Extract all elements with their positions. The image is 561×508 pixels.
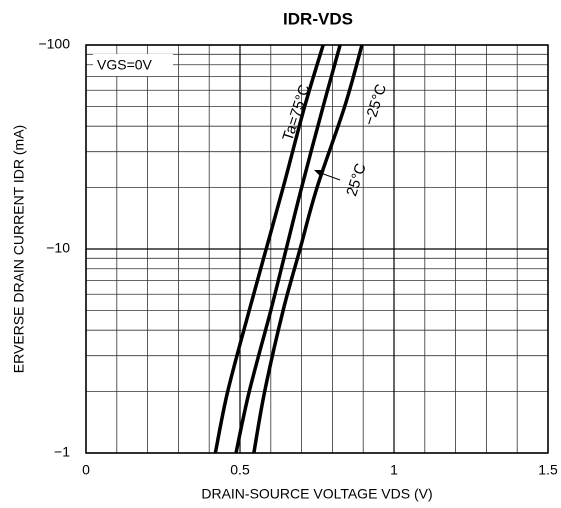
x-tick-label: 1 — [390, 462, 398, 478]
x-tick-label: 1.5 — [538, 462, 558, 478]
y-tick-label: −10 — [46, 240, 70, 256]
x-axis-label: DRAIN-SOURCE VOLTAGE VDS (V) — [201, 486, 432, 502]
label-arrow — [317, 171, 341, 181]
x-tick-label: 0.5 — [230, 462, 250, 478]
x-tick-label: 0 — [82, 462, 90, 478]
annotation: VGS=0V — [97, 57, 153, 73]
series-label: −25°C — [361, 82, 390, 128]
series-label: 25°C — [343, 161, 370, 198]
series-label: Ta=75°C — [279, 82, 313, 143]
curves — [213, 44, 364, 454]
curve — [213, 44, 325, 454]
chart-title: IDR-VDS — [283, 9, 353, 28]
curve — [252, 44, 364, 454]
curve — [234, 44, 342, 454]
plot-frame — [85, 44, 549, 454]
grid — [85, 44, 549, 454]
y-axis-label: ERVERSE DRAIN CURRENT IDR (mA) — [11, 125, 27, 373]
y-tick-label: −100 — [38, 36, 70, 52]
y-tick-label: −1 — [54, 444, 70, 460]
label-arrowhead — [314, 170, 322, 176]
annotation-box — [93, 54, 173, 76]
